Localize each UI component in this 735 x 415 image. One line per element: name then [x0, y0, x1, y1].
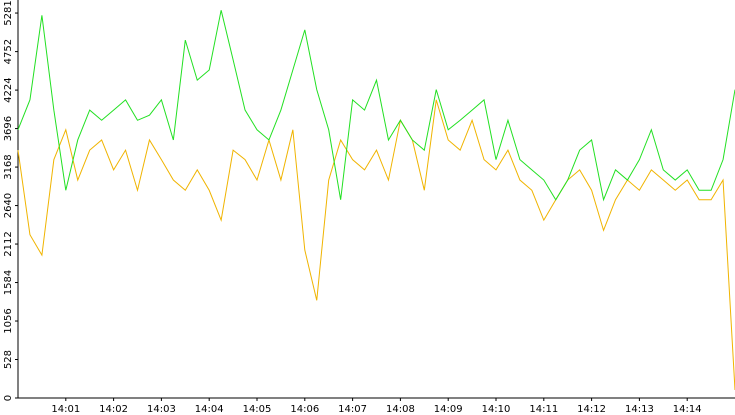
- y-tick-label: 4752: [3, 39, 14, 64]
- y-tick-label: 2640: [3, 193, 14, 218]
- series-line: [17, 99, 735, 391]
- x-tick-label: 14:09: [434, 404, 463, 415]
- series-line: [17, 10, 735, 202]
- x-tick-label: 14:10: [482, 404, 511, 415]
- x-tick-label: 14:01: [51, 404, 80, 415]
- x-tick-label: 14:08: [386, 404, 415, 415]
- x-tick-label: 14:13: [625, 404, 654, 415]
- y-tick-label: 2112: [3, 231, 14, 256]
- x-tick-label: 14:11: [529, 404, 558, 415]
- y-tick-label: 528: [3, 350, 14, 369]
- y-tick-label: 1056: [3, 308, 14, 333]
- y-tick-label: 0: [3, 395, 14, 401]
- y-tick-label: 3696: [3, 116, 14, 141]
- x-tick-label: 14:04: [195, 404, 224, 415]
- y-tick-label: 5281: [3, 0, 14, 25]
- y-tick-label: 4224: [3, 77, 14, 102]
- y-tick-label: 3168: [3, 154, 14, 179]
- x-tick-label: 14:14: [673, 404, 702, 415]
- x-tick-label: 14:07: [338, 404, 367, 415]
- y-tick-label: 1584: [3, 270, 14, 295]
- x-tick-label: 14:06: [290, 404, 319, 415]
- x-tick-label: 14:12: [577, 404, 606, 415]
- x-tick-label: 14:02: [99, 404, 128, 415]
- x-tick-label: 14:03: [147, 404, 176, 415]
- x-tick-label: 14:05: [243, 404, 272, 415]
